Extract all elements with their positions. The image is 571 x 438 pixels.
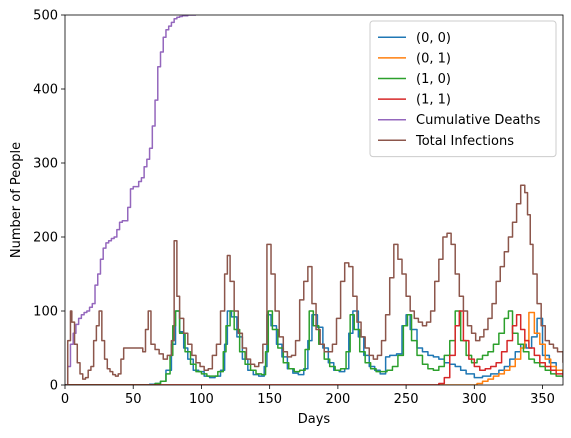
series-line-2 [65, 310, 563, 385]
x-tick-label: 300 [462, 392, 487, 407]
series-lines [65, 15, 563, 385]
x-tick-label: 250 [394, 392, 419, 407]
legend-label-0: (0, 0) [416, 31, 451, 46]
series-line-1 [65, 311, 563, 385]
x-axis-label: Days [298, 412, 331, 427]
y-tick-label: 300 [33, 157, 58, 172]
series-line-4 [65, 15, 196, 385]
legend-label-2: (1, 0) [416, 72, 451, 87]
legend-label-5: Total Infections [415, 134, 514, 149]
y-tick-label: 100 [33, 305, 58, 320]
legend-label-4: Cumulative Deaths [416, 113, 541, 128]
series-line-5 [65, 184, 563, 385]
x-tick-label: 150 [257, 392, 282, 407]
x-tick-label: 50 [125, 392, 142, 407]
y-tick-label: 400 [33, 83, 58, 98]
x-tick-label: 350 [530, 392, 555, 407]
y-axis-ticks: 0 100 200 300 400 500 [33, 9, 65, 394]
series-line-3 [65, 310, 563, 385]
y-tick-label: 500 [33, 9, 58, 24]
x-tick-label: 200 [325, 392, 350, 407]
y-axis-label: Number of People [9, 142, 24, 258]
legend-box [369, 20, 557, 158]
x-tick-label: 0 [61, 392, 69, 407]
x-tick-label: 100 [189, 392, 214, 407]
x-axis-ticks: 0 50 100 150 200 250 300 350 [61, 385, 555, 407]
y-tick-label: 200 [33, 231, 58, 246]
legend-label-3: (1, 1) [416, 93, 451, 108]
legend: (0, 0) (0, 1) (1, 0) (1, 1) Cumulative Death… [369, 20, 557, 158]
plot-frame [64, 14, 564, 386]
y-tick-label: 0 [50, 379, 58, 394]
legend-label-1: (0, 1) [416, 51, 451, 66]
